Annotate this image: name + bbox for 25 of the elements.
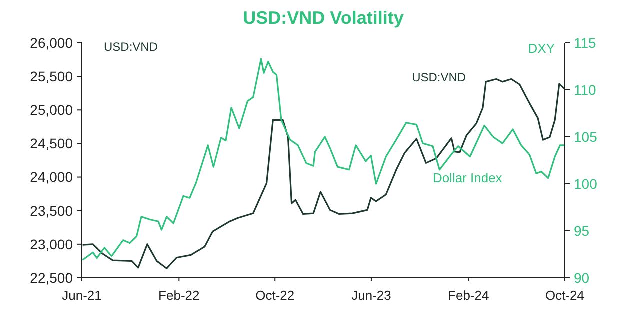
y2-tick-label: 100 xyxy=(574,176,598,192)
x-tick-label: Feb-22 xyxy=(158,288,200,303)
y-tick-label: 23,000 xyxy=(30,236,74,252)
y-tick-label: 25,500 xyxy=(30,68,74,84)
x-tick-label: Oct-24 xyxy=(545,288,585,303)
y-tick-label: 22,500 xyxy=(30,270,74,286)
y2-tick-label: 90 xyxy=(574,270,590,286)
chart-title: USD:VND Volatility xyxy=(243,8,404,28)
x-tick-label: Oct-22 xyxy=(256,288,295,303)
x-tick-label: Feb-24 xyxy=(448,288,490,303)
y2-tick-label: 115 xyxy=(574,34,597,51)
y-axis-title: USD:VND xyxy=(104,40,158,54)
y2-tick-label: 105 xyxy=(574,128,598,145)
x-tick-label: Jun-23 xyxy=(352,288,392,303)
y2-tick-label: 110 xyxy=(574,82,597,98)
y-tick-label: 25,000 xyxy=(30,102,74,118)
y2-axis-title: DXY xyxy=(528,41,556,56)
x-tick-label: Jun-21 xyxy=(62,288,102,303)
y-tick-label: 24,500 xyxy=(30,136,74,152)
y-tick-label: 24,000 xyxy=(30,169,74,186)
series-label: Dollar Index xyxy=(432,170,503,186)
y2-tick-label: 95 xyxy=(574,222,590,239)
y-tick-label: 26,000 xyxy=(30,34,74,51)
y-tick-label: 23,500 xyxy=(30,202,74,219)
series-label: USD:VND xyxy=(412,70,466,84)
